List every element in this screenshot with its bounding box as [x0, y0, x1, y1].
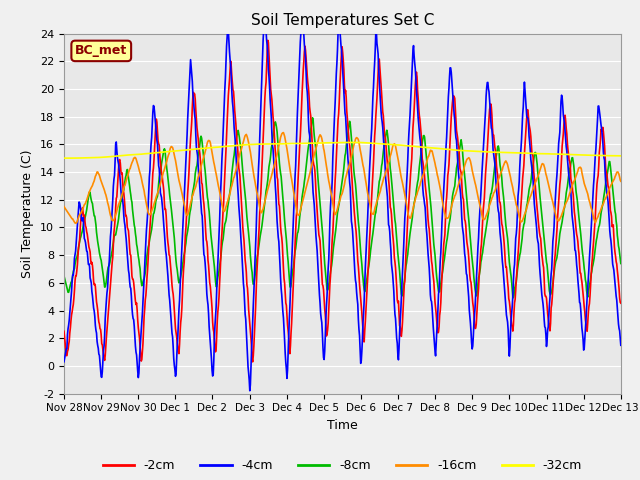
X-axis label: Time: Time [327, 419, 358, 432]
Y-axis label: Soil Temperature (C): Soil Temperature (C) [22, 149, 35, 278]
Title: Soil Temperatures Set C: Soil Temperatures Set C [251, 13, 434, 28]
Text: BC_met: BC_met [75, 44, 127, 58]
Legend: -2cm, -4cm, -8cm, -16cm, -32cm: -2cm, -4cm, -8cm, -16cm, -32cm [97, 455, 588, 477]
